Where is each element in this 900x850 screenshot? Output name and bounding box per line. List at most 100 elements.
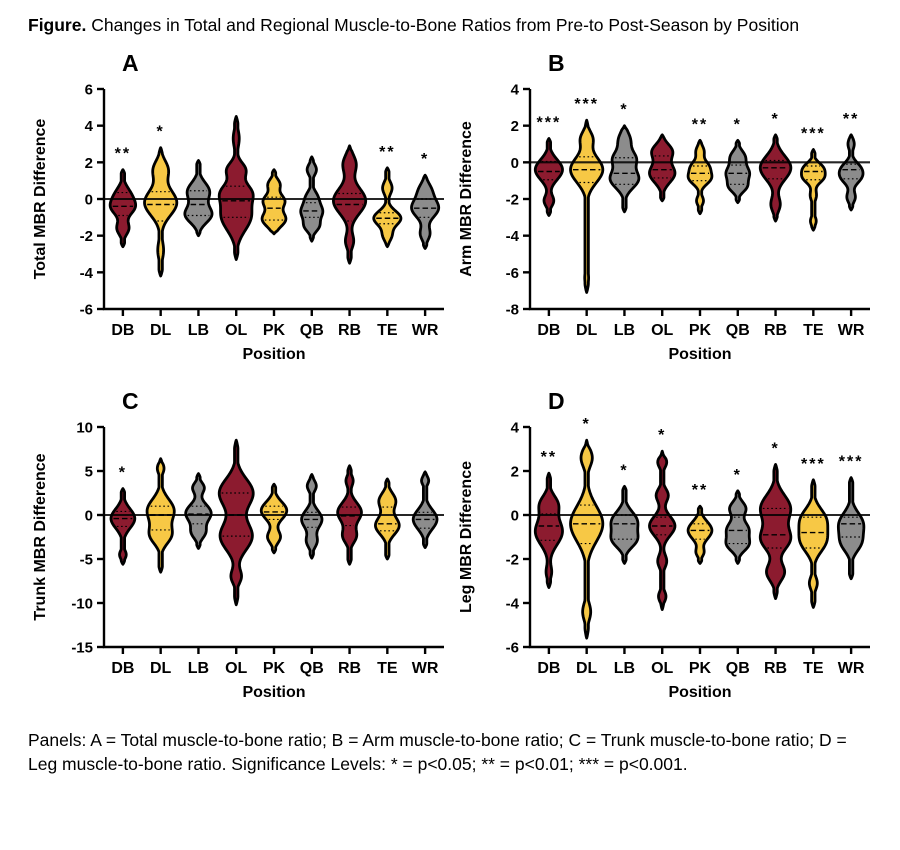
y-tick-label: -4 — [80, 265, 94, 282]
violin-shape-DB — [109, 487, 137, 566]
violin-DL: *** — [569, 96, 605, 294]
y-axis-title: Arm MBR Difference — [458, 121, 475, 277]
violin-PK: ** — [686, 482, 714, 565]
violin-shape-PK — [686, 504, 714, 565]
violin-WR — [411, 470, 439, 550]
y-tick-label: -4 — [506, 228, 520, 245]
axes: 6 4 2 0 -2 -4 -6 DB DL LB OL PK QB RB TE WR Position Tota… — [32, 82, 444, 363]
x-tick-label-LB: LB — [188, 322, 209, 339]
x-tick-label-TE: TE — [803, 660, 824, 677]
y-tick-label: 2 — [511, 464, 519, 481]
x-tick-label-LB: LB — [614, 660, 635, 677]
significance-DB: * — [119, 465, 127, 482]
x-axis-title: Position — [242, 684, 305, 701]
significance-RB: * — [771, 111, 779, 128]
violin-OL: * — [648, 427, 677, 612]
violin-LB: * — [609, 462, 640, 565]
violin-LB: * — [608, 102, 641, 214]
violin-shape-OL — [217, 115, 255, 261]
y-tick-label: -4 — [506, 596, 520, 613]
violin-shape-DB — [108, 168, 138, 249]
violin-shape-RB — [758, 463, 793, 601]
x-axis-title: Position — [668, 684, 731, 701]
figure-title-text: Changes in Total and Regional Muscle-to-… — [91, 15, 800, 35]
y-tick-label: -8 — [506, 302, 519, 319]
y-tick-label: -10 — [71, 596, 93, 613]
axes: 4 2 0 -2 -4 -6 DB DL LB OL PK QB RB TE WR Position Leg M… — [458, 420, 870, 701]
x-tick-label-PK: PK — [689, 660, 712, 677]
x-tick-label-QB: QB — [726, 660, 750, 677]
y-tick-label: -5 — [80, 552, 93, 569]
significance-DL: * — [157, 124, 165, 141]
significance-DB: ** — [115, 146, 131, 163]
x-tick-label-TE: TE — [803, 322, 824, 339]
significance-TE: *** — [801, 456, 826, 473]
significance-WR: * — [421, 151, 429, 168]
violin-TE — [374, 477, 401, 561]
figure-page: Figure. Changes in Total and Regional Mu… — [28, 14, 880, 776]
x-tick-label-DB: DB — [111, 660, 134, 677]
x-tick-label-DB: DB — [111, 322, 134, 339]
y-axis-title: Total MBR Difference — [32, 119, 49, 280]
violin-shape-OL — [217, 438, 255, 607]
violin-PK — [260, 168, 288, 236]
violin-QB: * — [724, 467, 752, 565]
panel-letter-C: C — [122, 388, 139, 414]
panels-grid: ** * ** * 6 4 2 0 -2 -4 -6 DB DL LB OL PK QB RB TE WR Positi… — [28, 43, 880, 715]
x-tick-label-RB: RB — [764, 322, 787, 339]
y-tick-label: 0 — [511, 508, 519, 525]
significance-LB: * — [620, 102, 628, 119]
x-tick-label-DB: DB — [537, 322, 560, 339]
violin-RB: * — [758, 111, 793, 223]
x-tick-label-QB: QB — [300, 660, 324, 677]
y-tick-label: -6 — [506, 265, 519, 282]
y-tick-label: -2 — [506, 552, 519, 569]
x-tick-label-PK: PK — [263, 322, 286, 339]
violin-shape-LB — [608, 124, 641, 214]
violin-QB: * — [724, 116, 752, 205]
x-tick-label-WR: WR — [412, 322, 439, 339]
violin-OL — [648, 133, 677, 203]
y-tick-label: 0 — [85, 508, 93, 525]
violin-QB — [300, 473, 324, 560]
violin-WR: ** — [837, 111, 865, 212]
violin-shape-TE — [372, 166, 403, 249]
y-tick-label: 10 — [76, 420, 93, 437]
violin-DB: ** — [108, 146, 138, 249]
figure-title: Figure. Changes in Total and Regional Mu… — [28, 14, 864, 37]
x-tick-label-DL: DL — [150, 660, 172, 677]
panel-b-chart: ****** *** * ******420-2-4-6-8DB DL LB OL PK QB R… — [458, 50, 870, 363]
violin-WR: * — [410, 151, 441, 250]
violin-shape-WR — [837, 133, 865, 212]
x-tick-label-DL: DL — [576, 322, 598, 339]
violin-shape-QB — [724, 139, 752, 205]
panel-d-chart: ************ ***420-2-4-6DB DL LB OL PK QB RB TE… — [458, 388, 870, 701]
x-tick-label-OL: OL — [225, 660, 247, 677]
violin-shape-OL — [648, 449, 677, 612]
violin-LB — [184, 472, 213, 550]
violin-DL: * — [569, 416, 605, 640]
violin-DB: ** — [533, 449, 564, 590]
violin-shape-DL — [569, 438, 605, 640]
violin-shape-QB — [300, 473, 324, 560]
violins: * — [109, 438, 439, 607]
x-axis-title: Position — [242, 346, 305, 363]
violins: ***** * — [108, 115, 441, 278]
x-tick-label-TE: TE — [377, 660, 398, 677]
panel-letter-A: A — [122, 50, 139, 76]
y-tick-label: 2 — [85, 155, 93, 172]
y-tick-label: 5 — [85, 464, 93, 481]
panel-letter-B: B — [548, 50, 565, 76]
violin-TE: ** — [372, 144, 403, 249]
significance-PK: ** — [692, 482, 708, 499]
violin-TE: *** — [800, 126, 827, 232]
figure-label: Figure. — [28, 15, 87, 35]
x-tick-label-DB: DB — [537, 660, 560, 677]
y-tick-label: -2 — [80, 228, 93, 245]
y-tick-label: -15 — [71, 640, 93, 657]
x-tick-label-OL: OL — [651, 660, 673, 677]
violin-shape-WR — [410, 173, 441, 250]
violin-shape-TE — [374, 477, 401, 561]
x-tick-label-QB: QB — [300, 322, 324, 339]
violin-shape-TE — [797, 478, 830, 609]
